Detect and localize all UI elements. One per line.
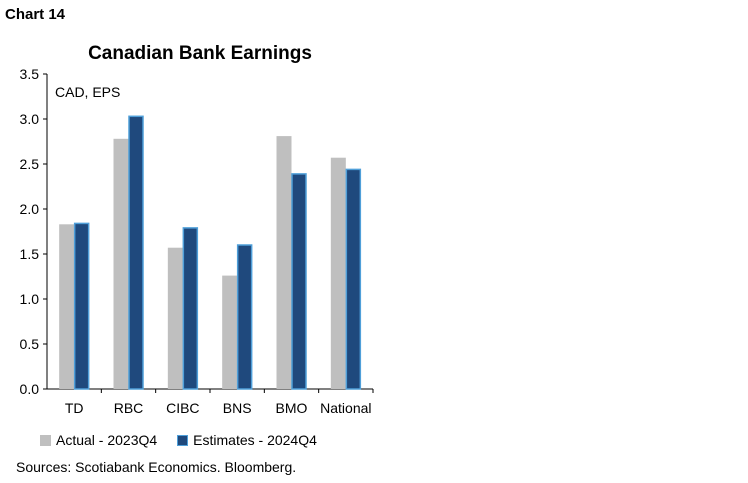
y-tick-label: 1.5 — [20, 246, 40, 262]
bars — [59, 115, 362, 390]
bar-actual-rbc — [113, 138, 129, 389]
bar-actual-national — [330, 157, 346, 389]
x-tick-label: TD — [65, 400, 84, 416]
y-tick-label: 3.5 — [20, 66, 40, 82]
bar-actual-bmo — [276, 136, 292, 389]
legend-label-actual: Actual - 2023Q4 — [56, 432, 158, 448]
bar-actual-cibc — [167, 247, 183, 389]
bar-actual-bns — [222, 275, 238, 389]
bar-estimates-td — [73, 222, 90, 390]
bar-estimates-bns — [236, 244, 253, 390]
x-tick-label: BMO — [276, 400, 308, 416]
legend-label-estimates: Estimates - 2024Q4 — [193, 432, 317, 448]
bar-estimates-bmo — [291, 173, 307, 390]
chart-title: Canadian Bank Earnings — [88, 43, 312, 64]
legend-swatch-actual — [40, 434, 51, 446]
x-tick-label: CIBC — [166, 400, 199, 416]
y-ticks: 0.0 0.5 1.0 1.5 2.0 2.5 3.0 3.5 — [20, 66, 47, 397]
x-tick-label: National — [320, 400, 371, 416]
bar-actual-td — [59, 224, 75, 389]
y-tick-label: 1.0 — [20, 291, 40, 307]
y-tick-label: 0.5 — [20, 336, 40, 352]
y-tick-label: 2.0 — [20, 201, 40, 217]
legend-item-estimates: Estimates - 2024Q4 — [177, 432, 317, 448]
legend-swatch-estimates — [177, 434, 189, 446]
legend: Actual - 2023Q4 Estimates - 2024Q4 — [40, 432, 317, 448]
unit-label: CAD, EPS — [55, 84, 120, 100]
y-tick-label: 3.0 — [20, 111, 40, 127]
bar-estimates-national — [345, 168, 362, 390]
bar-estimates-rbc — [128, 115, 144, 390]
chart-number: Chart 14 — [5, 6, 66, 23]
y-tick-label: 0.0 — [20, 381, 40, 397]
y-tick-label: 2.5 — [20, 156, 40, 172]
x-tick-label: BNS — [223, 400, 252, 416]
bar-estimates-cibc — [182, 227, 199, 390]
legend-item-actual: Actual - 2023Q4 — [40, 432, 157, 448]
source-note: Sources: Scotiabank Economics. Bloomberg… — [16, 459, 297, 475]
x-tick-label: RBC — [114, 400, 144, 416]
x-tick-labels: TD RBC CIBC BNS BMO National — [65, 389, 374, 416]
